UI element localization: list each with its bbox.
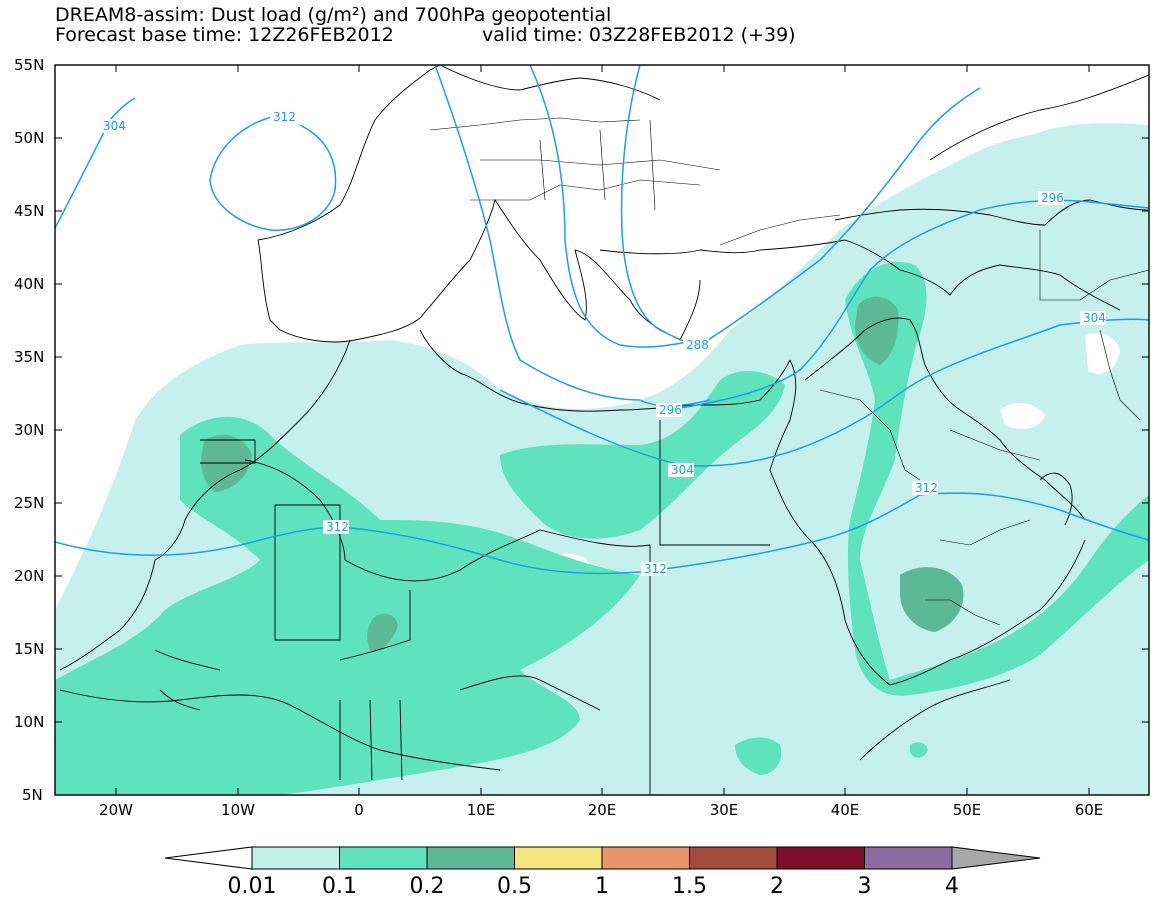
lat-label: 40N bbox=[14, 275, 44, 293]
longitude-labels: 20W 10W 0 10E 20E 30E 40E 50E 60E bbox=[99, 801, 1103, 819]
svg-text:288: 288 bbox=[686, 338, 709, 352]
colorbar-cell bbox=[514, 846, 603, 870]
colorbar-labels: 0.01 0.1 0.2 0.5 1 1.5 2 3 4 bbox=[228, 874, 959, 899]
svg-text:296: 296 bbox=[659, 403, 682, 417]
lat-label: 25N bbox=[14, 494, 44, 512]
contour-label-312-nw: 312 bbox=[270, 110, 296, 124]
map-title: DREAM8-assim: Dust load (g/m²) and 700hP… bbox=[55, 4, 612, 26]
lat-label: 10N bbox=[14, 713, 44, 731]
colorbar-cells bbox=[164, 846, 1041, 870]
lon-label: 50E bbox=[953, 801, 982, 819]
lat-label: 30N bbox=[14, 421, 44, 439]
colorbar-min-triangle bbox=[164, 846, 253, 870]
svg-text:312: 312 bbox=[326, 520, 349, 534]
contour-label-312-sahara: 312 bbox=[323, 520, 349, 534]
colorbar-label: 2 bbox=[770, 874, 784, 899]
coastlines bbox=[59, 65, 1149, 795]
lat-label: 20N bbox=[14, 567, 44, 585]
lat-label: 45N bbox=[14, 202, 44, 220]
lat-label: 35N bbox=[14, 348, 44, 366]
colorbar-max-triangle bbox=[951, 846, 1041, 870]
contour-label-304-libya: 304 bbox=[668, 463, 694, 477]
latitude-labels: 55N 50N 45N 40N 35N 30N 25N 20N 15N 10N … bbox=[14, 56, 44, 804]
map-area: 304 312 312 312 312 288 296 296 304 304 bbox=[55, 65, 1149, 795]
contour-label-312-sudan: 312 bbox=[641, 562, 667, 576]
svg-text:296: 296 bbox=[1041, 191, 1064, 205]
colorbar-cell bbox=[251, 846, 340, 870]
colorbar-cell bbox=[689, 846, 778, 870]
lat-label: 50N bbox=[14, 129, 44, 147]
valid-time: valid time: 03Z28FEB2012 (+39) bbox=[482, 24, 796, 46]
colorbar-label: 3 bbox=[858, 874, 872, 899]
lon-label: 10E bbox=[467, 801, 496, 819]
country-borders bbox=[429, 117, 1149, 626]
lon-label: 20E bbox=[588, 801, 617, 819]
lat-label: 15N bbox=[14, 640, 44, 658]
lat-label: 55N bbox=[14, 56, 44, 74]
colorbar-label: 1.5 bbox=[672, 874, 707, 899]
colorbar-label: 4 bbox=[945, 874, 959, 899]
svg-text:304: 304 bbox=[1083, 311, 1106, 325]
colorbar-cell bbox=[339, 846, 428, 870]
contour-label-296-egypt: 296 bbox=[656, 403, 682, 417]
svg-text:312: 312 bbox=[273, 110, 296, 124]
lon-label: 20W bbox=[99, 801, 133, 819]
contour-labels: 304 312 312 312 312 288 296 296 304 304 bbox=[100, 110, 1106, 576]
colorbar-label: 0.1 bbox=[322, 874, 357, 899]
colorbar: 0.01 0.1 0.2 0.5 1 1.5 2 3 4 bbox=[164, 846, 1041, 899]
colorbar-label: 0.2 bbox=[410, 874, 445, 899]
lon-label: 30E bbox=[710, 801, 739, 819]
svg-text:312: 312 bbox=[915, 481, 938, 495]
svg-text:304: 304 bbox=[103, 119, 126, 133]
colorbar-label: 1 bbox=[595, 874, 609, 899]
longitude-axis bbox=[115, 65, 1090, 795]
colorbar-cell bbox=[601, 846, 690, 870]
lon-label: 10W bbox=[221, 801, 255, 819]
svg-text:304: 304 bbox=[671, 463, 694, 477]
contour-label-296-caspian: 296 bbox=[1038, 191, 1064, 205]
dust-field-high bbox=[201, 296, 964, 651]
latitude-axis bbox=[55, 64, 1149, 723]
lon-label: 0 bbox=[354, 801, 364, 819]
colorbar-cell bbox=[776, 846, 865, 870]
lon-label: 40E bbox=[831, 801, 860, 819]
contour-label-288: 288 bbox=[683, 338, 709, 352]
lat-label: 5N bbox=[22, 786, 43, 804]
colorbar-cell bbox=[426, 846, 515, 870]
dust-field-medium bbox=[55, 261, 1149, 795]
colorbar-cell bbox=[864, 846, 953, 870]
contour-label-312-arabia: 312 bbox=[912, 481, 938, 495]
svg-text:312: 312 bbox=[644, 562, 667, 576]
colorbar-label: 0.5 bbox=[497, 874, 532, 899]
base-time: Forecast base time: 12Z26FEB2012 bbox=[55, 24, 394, 46]
colorbar-label: 0.01 bbox=[228, 874, 277, 899]
lon-label: 60E bbox=[1075, 801, 1104, 819]
contour-label-304-west: 304 bbox=[100, 119, 126, 133]
contour-label-304-east: 304 bbox=[1080, 311, 1106, 325]
